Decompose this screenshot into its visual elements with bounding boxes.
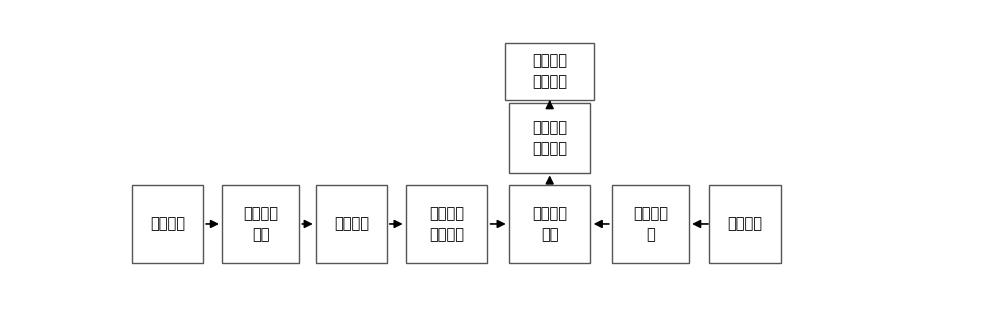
Bar xyxy=(132,185,203,263)
Text: 离子偏转
透镜: 离子偏转 透镜 xyxy=(532,206,567,242)
Bar xyxy=(509,103,590,173)
Text: 气相色谱: 气相色谱 xyxy=(728,216,763,231)
Text: 第二离子
聚焦透镜: 第二离子 聚焦透镜 xyxy=(532,120,567,156)
Bar xyxy=(505,43,594,100)
Bar xyxy=(709,185,781,263)
Bar xyxy=(222,185,299,263)
Text: 真空接口: 真空接口 xyxy=(334,216,369,231)
Bar xyxy=(316,185,387,263)
Bar xyxy=(406,185,487,263)
Text: 三重四级
杆质谱仪: 三重四级 杆质谱仪 xyxy=(532,53,567,90)
Text: 大气压离
子源: 大气压离 子源 xyxy=(243,206,278,242)
Text: 第一离子
聚焦透镜: 第一离子 聚焦透镜 xyxy=(429,206,464,242)
Bar xyxy=(612,185,689,263)
Text: 真空离子
源: 真空离子 源 xyxy=(633,206,668,242)
Text: 液相色谱: 液相色谱 xyxy=(150,216,185,231)
Bar xyxy=(509,185,590,263)
